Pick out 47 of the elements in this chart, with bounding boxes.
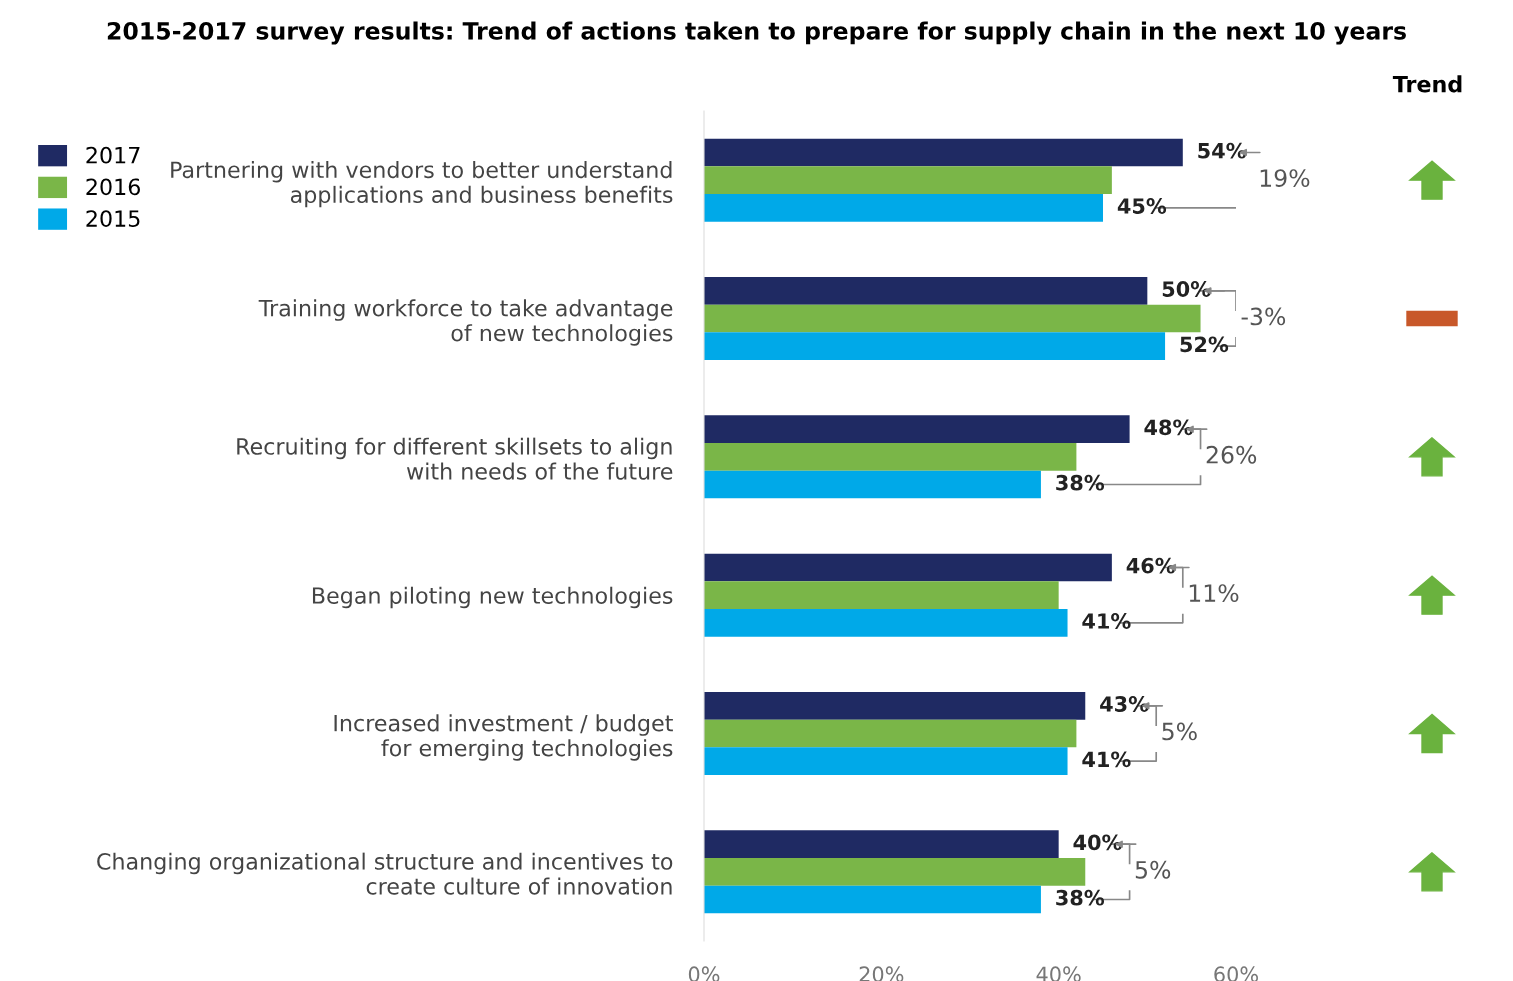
legend-label: 2017 [86,146,140,164]
chart-title: 2015-2017 survey results: Trend of actions taken to prepare for supply chain in the next 10 years [107,21,1406,45]
data-label: 46% [1126,557,1175,574]
bar [704,830,1059,858]
data-label: 41% [1082,613,1131,629]
y-tick-label: Began piloting new technologies [312,586,673,609]
annotation: 11% [1189,584,1239,603]
y-tick-label: Partnering with vendors to better understand applications and business benefits [171,160,673,208]
data-label: 48% [1144,419,1193,436]
data-label: 38% [1056,474,1105,491]
data-label: 43% [1100,696,1149,712]
bar [704,885,1041,914]
bar [704,415,1130,443]
y-tick-label: Changing organizational structure and incentives to create culture of innovation [97,852,673,895]
bar [704,719,1077,748]
data-label: 52% [1180,336,1229,353]
data-label: 40% [1073,834,1122,851]
data-label: 45% [1117,198,1167,214]
data-label: 38% [1056,889,1105,906]
y-tick-label: Increased investment / budget for emerging technologies [334,714,673,761]
bar [704,194,1103,222]
y-tick-label: Training workforce to take advantage of new technologies [258,299,673,346]
data-label: 54% [1198,142,1246,159]
bar [704,138,1183,167]
legend-label: 2016 [86,178,140,196]
bar [704,609,1068,637]
bar [704,277,1148,305]
text: -3% [1241,307,1286,326]
y-tick-label: Recruiting for different skillsets to align with needs of the future [237,437,673,480]
annotation: 5% [1162,722,1197,741]
bar [704,747,1068,775]
bar [704,443,1077,471]
annotation: 5% [1135,860,1171,879]
text: Trend [1392,75,1462,93]
legend-label: 2015 [86,210,140,227]
bar [704,166,1112,194]
bar [704,332,1166,360]
bar [704,692,1086,720]
bar [704,470,1041,499]
annotation: 26% [1206,445,1257,464]
data-label: 41% [1082,751,1131,768]
text: 19% [1260,169,1310,188]
bar [704,858,1086,886]
bar [704,553,1112,582]
bar [704,304,1201,333]
bar [704,581,1059,609]
data-label: 50% [1162,281,1211,297]
